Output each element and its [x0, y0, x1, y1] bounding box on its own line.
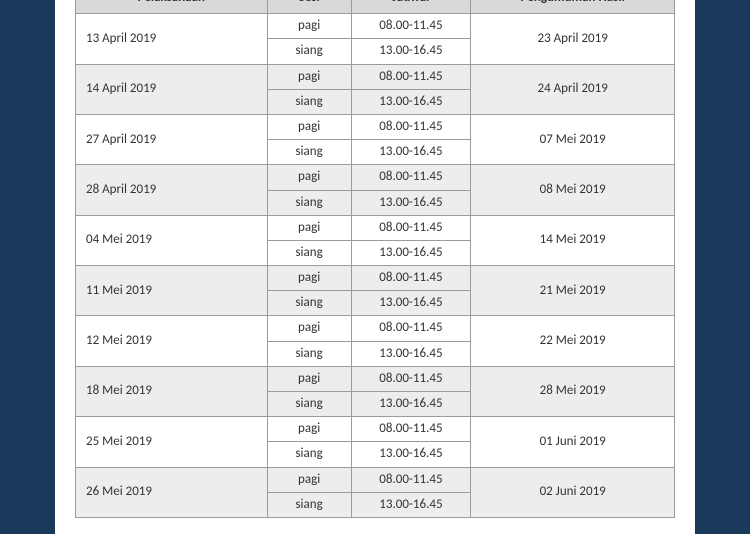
cell-pelaksanaan: 13 April 2019	[76, 14, 268, 64]
table-row: 12 Mei 2019pagi08.00-11.4522 Mei 2019	[76, 316, 675, 341]
table-row: 27 April 2019pagi08.00-11.4507 Mei 2019	[76, 114, 675, 139]
schedule-body: 13 April 2019pagi08.00-11.4523 April 201…	[76, 14, 675, 518]
cell-pelaksanaan: 11 Mei 2019	[76, 266, 268, 316]
cell-pengumuman: 28 Mei 2019	[471, 366, 675, 416]
col-header-jadwal: Jadwal	[351, 0, 471, 14]
cell-pengumuman: 01 Juni 2019	[471, 417, 675, 467]
cell-jadwal: 08.00-11.45	[351, 366, 471, 391]
cell-jadwal: 13.00-16.45	[351, 140, 471, 165]
cell-sesi: pagi	[267, 14, 351, 39]
cell-jadwal: 08.00-11.45	[351, 14, 471, 39]
cell-pelaksanaan: 26 Mei 2019	[76, 467, 268, 517]
cell-jadwal: 13.00-16.45	[351, 39, 471, 64]
col-header-pelaksanaan: Pelaksanaan	[76, 0, 268, 14]
col-header-sesi: Sesi	[267, 0, 351, 14]
schedule-card: Pelaksanaan Sesi Jadwal Pengumuman Hasil…	[55, 0, 695, 534]
cell-jadwal: 13.00-16.45	[351, 341, 471, 366]
header-row: Pelaksanaan Sesi Jadwal Pengumuman Hasil	[76, 0, 675, 14]
cell-sesi: pagi	[267, 266, 351, 291]
cell-sesi: siang	[267, 89, 351, 114]
cell-pengumuman: 07 Mei 2019	[471, 114, 675, 164]
cell-pengumuman: 22 Mei 2019	[471, 316, 675, 366]
cell-pengumuman: 21 Mei 2019	[471, 266, 675, 316]
col-header-pengumuman: Pengumuman Hasil	[471, 0, 675, 14]
cell-jadwal: 13.00-16.45	[351, 442, 471, 467]
cell-pengumuman: 14 Mei 2019	[471, 215, 675, 265]
cell-sesi: pagi	[267, 114, 351, 139]
cell-jadwal: 08.00-11.45	[351, 316, 471, 341]
cell-jadwal: 08.00-11.45	[351, 215, 471, 240]
cell-jadwal: 13.00-16.45	[351, 240, 471, 265]
cell-sesi: siang	[267, 341, 351, 366]
cell-pelaksanaan: 28 April 2019	[76, 165, 268, 215]
cell-jadwal: 08.00-11.45	[351, 114, 471, 139]
cell-jadwal: 13.00-16.45	[351, 89, 471, 114]
cell-sesi: pagi	[267, 64, 351, 89]
cell-sesi: siang	[267, 190, 351, 215]
cell-pelaksanaan: 25 Mei 2019	[76, 417, 268, 467]
cell-sesi: pagi	[267, 366, 351, 391]
cell-sesi: siang	[267, 392, 351, 417]
cell-pelaksanaan: 14 April 2019	[76, 64, 268, 114]
cell-sesi: pagi	[267, 316, 351, 341]
cell-jadwal: 13.00-16.45	[351, 291, 471, 316]
cell-sesi: siang	[267, 442, 351, 467]
cell-jadwal: 13.00-16.45	[351, 392, 471, 417]
cell-sesi: pagi	[267, 467, 351, 492]
cell-pelaksanaan: 18 Mei 2019	[76, 366, 268, 416]
cell-sesi: siang	[267, 39, 351, 64]
cell-pelaksanaan: 04 Mei 2019	[76, 215, 268, 265]
cell-pengumuman: 02 Juni 2019	[471, 467, 675, 517]
table-row: 18 Mei 2019pagi08.00-11.4528 Mei 2019	[76, 366, 675, 391]
table-row: 11 Mei 2019pagi08.00-11.4521 Mei 2019	[76, 266, 675, 291]
cell-jadwal: 08.00-11.45	[351, 467, 471, 492]
cell-pelaksanaan: 12 Mei 2019	[76, 316, 268, 366]
cell-sesi: siang	[267, 291, 351, 316]
cell-pengumuman: 08 Mei 2019	[471, 165, 675, 215]
table-row: 28 April 2019pagi08.00-11.4508 Mei 2019	[76, 165, 675, 190]
cell-pengumuman: 23 April 2019	[471, 14, 675, 64]
schedule-table: Pelaksanaan Sesi Jadwal Pengumuman Hasil…	[75, 0, 675, 518]
cell-jadwal: 08.00-11.45	[351, 165, 471, 190]
cell-jadwal: 13.00-16.45	[351, 190, 471, 215]
cell-pelaksanaan: 27 April 2019	[76, 114, 268, 164]
table-row: 25 Mei 2019pagi08.00-11.4501 Juni 2019	[76, 417, 675, 442]
table-row: 26 Mei 2019pagi08.00-11.4502 Juni 2019	[76, 467, 675, 492]
cell-jadwal: 13.00-16.45	[351, 492, 471, 517]
table-row: 13 April 2019pagi08.00-11.4523 April 201…	[76, 14, 675, 39]
table-row: 04 Mei 2019pagi08.00-11.4514 Mei 2019	[76, 215, 675, 240]
cell-pengumuman: 24 April 2019	[471, 64, 675, 114]
cell-sesi: pagi	[267, 215, 351, 240]
cell-sesi: pagi	[267, 417, 351, 442]
cell-sesi: pagi	[267, 165, 351, 190]
cell-jadwal: 08.00-11.45	[351, 266, 471, 291]
cell-sesi: siang	[267, 240, 351, 265]
cell-sesi: siang	[267, 492, 351, 517]
table-row: 14 April 2019pagi08.00-11.4524 April 201…	[76, 64, 675, 89]
cell-jadwal: 08.00-11.45	[351, 417, 471, 442]
cell-jadwal: 08.00-11.45	[351, 64, 471, 89]
cell-sesi: siang	[267, 140, 351, 165]
